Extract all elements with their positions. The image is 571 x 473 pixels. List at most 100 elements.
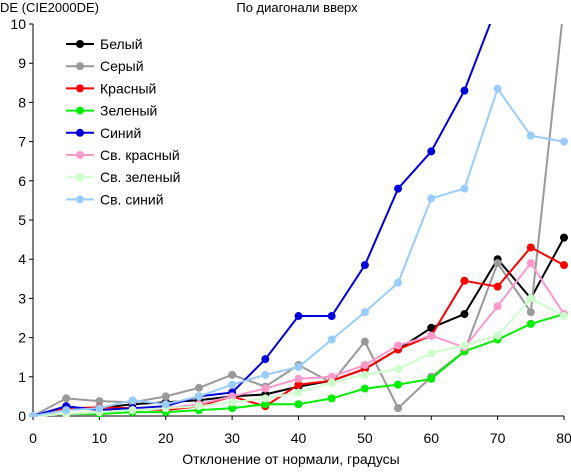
y-tick-label: 5 xyxy=(18,212,26,228)
legend-label: Синий xyxy=(100,125,141,141)
data-point xyxy=(261,400,270,409)
y-axis-label: DE (CIE2000DE) xyxy=(0,0,99,15)
data-point xyxy=(493,302,502,311)
axes: 0 1 2 3 4 5 6 7 8 9 10 0 10 20 30 40 50 60 70 80 xyxy=(10,16,571,446)
data-point xyxy=(360,384,369,393)
data-point xyxy=(526,131,535,140)
data-point xyxy=(427,147,436,156)
data-point xyxy=(294,312,303,321)
legend-label: Серый xyxy=(100,58,144,74)
legend-item: Серый xyxy=(66,58,144,74)
data-point xyxy=(494,0,502,8)
data-point xyxy=(460,86,469,95)
data-point xyxy=(427,374,436,383)
legend-label: Зеленый xyxy=(100,103,157,119)
data-point xyxy=(194,383,203,392)
x-tick-label: 60 xyxy=(423,430,439,446)
legend-swatch-marker xyxy=(76,106,84,115)
data-point xyxy=(261,394,270,403)
x-tick-label: 0 xyxy=(29,430,37,446)
x-tick-label: 30 xyxy=(224,430,240,446)
x-tick-label: 50 xyxy=(357,430,373,446)
data-point xyxy=(526,259,535,268)
data-point xyxy=(394,404,403,413)
data-point xyxy=(294,388,303,397)
legend-swatch-marker xyxy=(76,151,84,159)
data-point xyxy=(261,355,270,364)
data-point xyxy=(128,406,137,415)
legend-label: Св. синий xyxy=(100,191,164,207)
legend-item: Св. синий xyxy=(66,191,164,207)
data-point xyxy=(394,364,403,373)
data-point xyxy=(560,312,568,321)
data-point xyxy=(360,308,369,317)
y-tick-label: 2 xyxy=(18,330,26,346)
legend-swatch-marker xyxy=(76,195,84,204)
legend-label: Св. красный xyxy=(100,147,180,163)
data-point xyxy=(394,380,403,389)
legend-label: Белый xyxy=(100,36,143,52)
y-tick-label: 4 xyxy=(18,251,26,267)
data-point xyxy=(460,276,469,285)
data-point xyxy=(427,331,436,340)
data-point xyxy=(493,259,502,268)
legend-item: Зеленый xyxy=(66,103,157,119)
legend-swatch-marker xyxy=(76,84,84,93)
data-point xyxy=(161,392,170,401)
data-point xyxy=(95,404,104,413)
legend-swatch-marker xyxy=(76,128,84,137)
data-point xyxy=(327,372,336,381)
data-point xyxy=(526,319,535,328)
data-point xyxy=(228,398,237,407)
y-tick-label: 6 xyxy=(18,173,26,189)
data-point xyxy=(493,331,502,340)
legend-item: Белый xyxy=(66,36,143,52)
y-tick-label: 9 xyxy=(18,55,26,71)
data-point xyxy=(294,400,303,409)
data-point xyxy=(560,137,568,146)
data-point xyxy=(228,380,237,389)
data-point xyxy=(62,394,71,403)
x-tick-label: 80 xyxy=(556,430,571,446)
series-8 xyxy=(29,84,568,417)
data-point xyxy=(29,412,37,417)
legend-swatch-marker xyxy=(76,40,84,48)
data-point xyxy=(327,378,336,387)
data-point xyxy=(460,341,469,350)
data-point xyxy=(161,400,170,409)
data-point xyxy=(360,261,369,270)
legend-item: Св. красный xyxy=(66,147,180,163)
data-point xyxy=(294,363,303,371)
legend-item: Св. зеленый xyxy=(66,169,180,185)
x-tick-label: 40 xyxy=(291,430,307,446)
data-point xyxy=(95,397,104,406)
data-point xyxy=(62,406,71,415)
x-axis-label: Отклонение от нормали, градусы xyxy=(182,451,399,467)
data-point xyxy=(228,404,237,413)
data-point xyxy=(294,380,303,389)
y-tick-label: 10 xyxy=(10,16,26,32)
data-point xyxy=(526,308,535,317)
data-point xyxy=(493,282,502,291)
data-point xyxy=(560,261,568,270)
x-tick-label: 10 xyxy=(92,430,108,446)
data-point xyxy=(327,312,336,321)
data-point xyxy=(394,184,403,193)
data-point xyxy=(194,392,203,401)
legend-swatch-marker xyxy=(76,62,84,71)
data-point xyxy=(228,392,237,401)
data-point xyxy=(128,396,137,405)
data-point xyxy=(360,370,369,379)
chart-title: По диагонали вверх xyxy=(236,0,358,15)
legend-swatch-marker xyxy=(76,173,84,182)
data-point xyxy=(261,370,270,379)
legend-item: Красный xyxy=(66,80,156,96)
data-point xyxy=(194,402,203,411)
data-point xyxy=(526,243,535,252)
data-point xyxy=(327,394,336,403)
series-layer xyxy=(29,0,568,417)
y-tick-label: 7 xyxy=(18,134,26,150)
data-point xyxy=(427,349,436,358)
data-point xyxy=(460,184,469,193)
